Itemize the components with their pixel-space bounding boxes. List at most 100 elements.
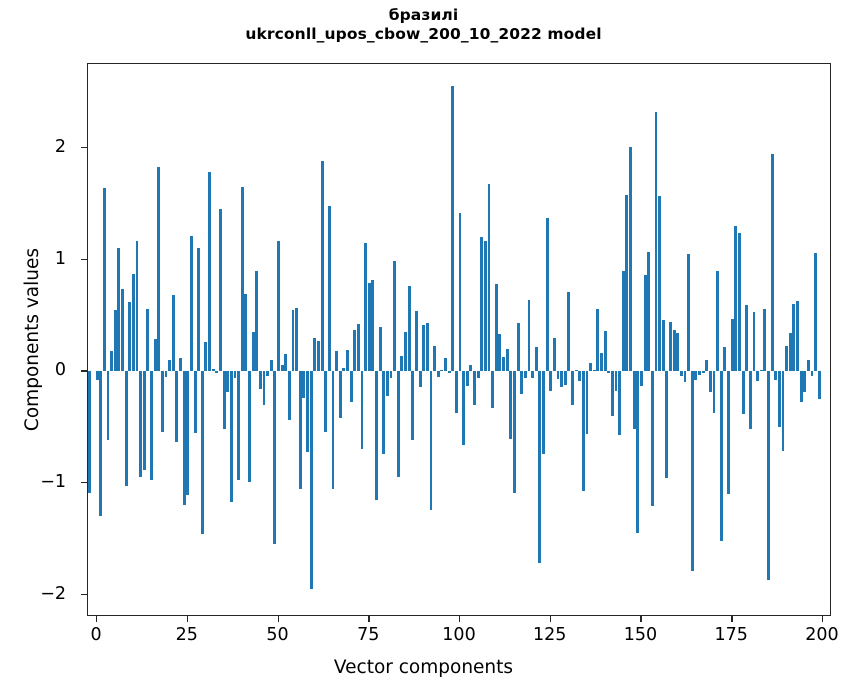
- bar: [295, 307, 299, 372]
- x-tick-mark: [821, 616, 824, 622]
- bar: [705, 360, 709, 372]
- bar: [266, 371, 270, 376]
- bar: [389, 371, 393, 378]
- bar: [748, 371, 752, 430]
- bar: [734, 225, 738, 372]
- bar: [160, 371, 164, 432]
- bar: [396, 371, 400, 478]
- bar: [683, 371, 687, 383]
- bar: [498, 334, 502, 372]
- bar: [777, 371, 781, 428]
- bar: [516, 323, 520, 372]
- bar: [204, 342, 208, 372]
- bar: [465, 371, 469, 386]
- chart-subtitle: ukrconll_upos_cbow_200_10_2022 model: [245, 24, 602, 43]
- bar: [237, 371, 241, 480]
- bar: [708, 371, 712, 393]
- bar: [189, 236, 193, 372]
- x-tick-mark: [731, 616, 733, 622]
- bar: [99, 371, 103, 517]
- x-tick-mark: [186, 616, 189, 622]
- y-tick-label: −1: [40, 471, 66, 492]
- y-tick-label: 2: [54, 136, 66, 157]
- bar: [197, 248, 201, 372]
- x-tick-label: 175: [714, 625, 748, 645]
- bar: [770, 154, 774, 372]
- bar: [462, 371, 466, 445]
- bar: [356, 324, 360, 372]
- bar: [124, 371, 128, 487]
- bar: [327, 205, 331, 372]
- bar: [273, 371, 277, 545]
- bar: [193, 371, 197, 433]
- bar: [219, 209, 222, 372]
- bar: [110, 351, 114, 372]
- bar: [451, 86, 455, 372]
- bar: [618, 371, 622, 435]
- y-tick-mark: [81, 258, 87, 260]
- bar: [222, 371, 226, 430]
- bar: [280, 364, 284, 372]
- x-tick-mark: [368, 616, 370, 622]
- bar: [429, 371, 433, 510]
- bar: [473, 371, 476, 405]
- bar: [229, 371, 233, 502]
- bar: [603, 331, 607, 372]
- bar: [277, 240, 280, 372]
- bar: [756, 371, 760, 382]
- bar: [538, 371, 542, 564]
- bar: [418, 371, 422, 387]
- bar: [458, 212, 462, 372]
- bar: [135, 240, 139, 372]
- x-tick-label: 50: [266, 625, 289, 645]
- bar: [581, 371, 585, 491]
- bar: [211, 368, 215, 372]
- y-tick-mark: [81, 593, 87, 596]
- bar: [117, 248, 121, 372]
- y-tick-mark: [81, 370, 87, 372]
- bar: [349, 371, 353, 403]
- bar: [302, 371, 306, 399]
- bar-series: [88, 64, 830, 615]
- bar: [113, 309, 117, 372]
- bar: [407, 286, 411, 372]
- y-tick-mark: [81, 146, 87, 149]
- bar: [244, 294, 248, 372]
- bar: [131, 274, 135, 372]
- bar: [654, 112, 658, 372]
- bar: [400, 355, 404, 372]
- bar: [727, 371, 730, 495]
- x-tick-mark: [459, 616, 461, 622]
- bar: [454, 371, 458, 413]
- bar: [248, 371, 251, 482]
- bar: [534, 346, 538, 372]
- bar: [636, 371, 640, 534]
- bar: [269, 360, 273, 372]
- bar: [676, 333, 680, 372]
- bar: [469, 364, 473, 372]
- bar: [346, 349, 349, 372]
- bar: [542, 371, 545, 454]
- bar: [258, 371, 262, 390]
- bar: [574, 370, 578, 372]
- bar: [672, 329, 676, 372]
- bar: [730, 318, 734, 372]
- bar: [287, 371, 291, 421]
- bar: [803, 371, 807, 393]
- x-tick-label: 0: [90, 625, 102, 645]
- bar: [106, 371, 110, 441]
- x-tick-label: 125: [533, 625, 567, 645]
- bar: [781, 371, 785, 451]
- y-tick-label: 1: [54, 248, 66, 269]
- bar: [509, 371, 513, 440]
- bar: [614, 371, 618, 392]
- bar: [600, 353, 603, 372]
- bar: [226, 371, 230, 393]
- bar: [476, 371, 480, 378]
- bar: [291, 309, 295, 372]
- bar: [378, 326, 382, 372]
- bar: [251, 332, 255, 372]
- bar: [128, 301, 132, 372]
- bar: [752, 312, 756, 372]
